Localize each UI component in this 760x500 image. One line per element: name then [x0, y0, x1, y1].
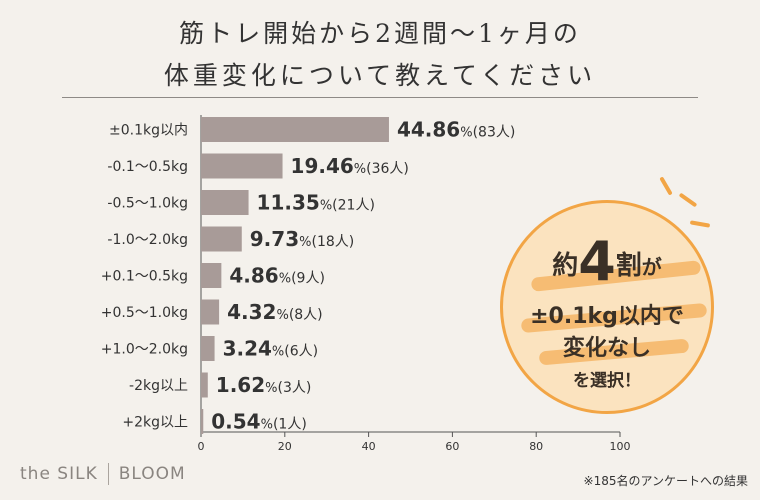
category-label: ±0.1kg以内 — [109, 123, 188, 139]
bar — [201, 263, 222, 288]
bar — [201, 226, 242, 252]
category-label: -1.0〜2.0kg — [107, 232, 188, 248]
badge-particle: が — [641, 255, 662, 279]
footnote: ※185名のアンケートへの結果 — [583, 474, 748, 488]
brand-logo: the SILK BLOOM — [20, 463, 186, 485]
badge-line4: を選択！ — [573, 371, 641, 391]
data-label: 44.86%(83人) — [397, 118, 515, 142]
category-label: +0.1〜0.5kg — [101, 269, 188, 285]
badge-number: 4 — [578, 230, 616, 293]
category-label: +0.5〜1.0kg — [101, 305, 188, 321]
category-label: +2kg以上 — [122, 415, 188, 431]
data-label: 0.54%(1人) — [211, 410, 307, 434]
brand-left: the SILK — [20, 464, 98, 484]
badge-line2: ±0.1kg以内で — [530, 304, 684, 329]
data-label: 19.46%(36人) — [291, 154, 409, 178]
bar — [201, 117, 389, 142]
badge-suffix: 割 — [615, 251, 642, 281]
chart-title-line2: 体重変化について教えてください — [163, 61, 597, 90]
x-tick-label: 100 — [610, 440, 631, 453]
category-label: -2kg以上 — [129, 378, 188, 394]
category-label: -0.1〜0.5kg — [107, 159, 188, 175]
x-tick-label: 40 — [362, 440, 376, 453]
bar — [201, 153, 283, 179]
data-label: 11.35%(21人) — [257, 191, 375, 215]
data-label: 4.32%(8人) — [227, 300, 323, 324]
category-label: +1.0〜2.0kg — [101, 342, 188, 358]
bar — [201, 299, 220, 325]
bar — [201, 336, 215, 361]
badge-headline: 約4割が — [500, 230, 714, 293]
data-label: 3.24%(6人) — [223, 337, 319, 361]
brand-separator — [107, 463, 109, 485]
data-label: 1.62%(3人) — [216, 373, 312, 397]
badge-prefix: 約 — [552, 251, 579, 281]
bar — [201, 190, 249, 215]
category-label: -0.5〜1.0kg — [107, 196, 188, 212]
x-tick-label: 60 — [445, 440, 459, 453]
data-label: 4.86%(9人) — [229, 264, 325, 288]
brand-right: BLOOM — [118, 464, 186, 484]
x-tick-label: 0 — [198, 440, 205, 453]
title-divider — [62, 97, 698, 98]
bar — [201, 409, 204, 434]
x-tick-label: 20 — [278, 440, 292, 453]
badge-circle — [500, 200, 714, 414]
badge-line3: 変化なし — [562, 336, 651, 361]
summary-badge: 約4割が ±0.1kg以内で 変化なし を選択！ — [500, 200, 714, 414]
chart-title-line1: 筋トレ開始から2週間〜1ヶ月の — [179, 19, 581, 48]
x-tick-label: 80 — [529, 440, 543, 453]
data-label: 9.73%(18人) — [250, 227, 354, 251]
bar — [201, 372, 208, 398]
